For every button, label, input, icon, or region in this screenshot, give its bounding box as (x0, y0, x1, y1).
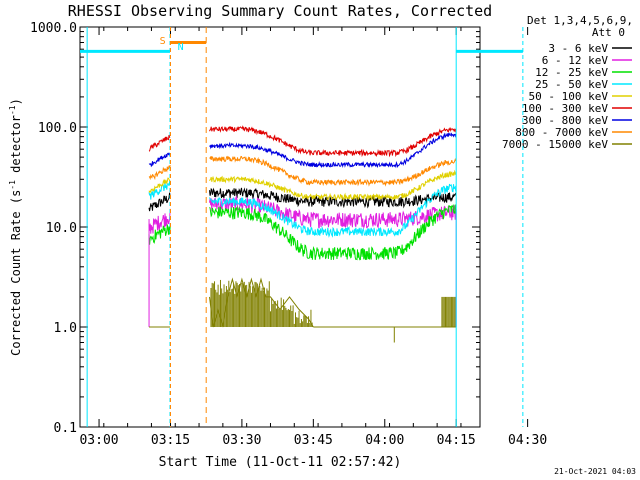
y-tick-label: 10.0 (46, 221, 77, 236)
series-line (209, 155, 457, 187)
x-axis-label: Start Time (11-Oct-11 02:57:42) (159, 455, 402, 470)
series-line-7000-15000 (393, 326, 457, 343)
y-tick-label: 100.0 (38, 121, 77, 136)
series-line (148, 180, 171, 200)
y-axis-label-sup: -1 (8, 180, 17, 190)
legend-label: 3 - 6 keV (548, 42, 608, 55)
x-tick-label: 04:15 (437, 433, 476, 448)
series-line (209, 183, 457, 238)
night-label: N (178, 42, 184, 53)
x-tick-label: 03:00 (79, 433, 118, 448)
y-axis-label-mid: detector (9, 115, 23, 180)
series-line (209, 132, 457, 169)
y-axis-label: Corrected Count Rate (s-1 detector-1) (8, 98, 23, 356)
chart-title: RHESSI Observing Summary Count Rates, Co… (68, 2, 492, 20)
y-axis-label-end: ) (9, 98, 23, 105)
legend-header-2: Att 0 (592, 26, 625, 39)
y-axis-label-sup2: -1 (8, 105, 17, 115)
series-line (148, 134, 171, 152)
legend-label: 6 - 12 keV (542, 54, 609, 67)
series-line (148, 192, 171, 212)
x-tick-label: 03:45 (294, 433, 333, 448)
legend-label: 7000 - 15000 keV (502, 138, 608, 151)
x-tick-label: 03:30 (222, 433, 261, 448)
x-tick-label: 03:15 (151, 433, 190, 448)
legend-label: 50 - 100 keV (529, 90, 609, 103)
x-tick-label: 04:00 (365, 433, 404, 448)
series-line (148, 224, 171, 245)
y-axis: 0.1 1.0 10.0 100.0 1000.0 (30, 21, 480, 436)
y-tick-label: 0.1 (54, 421, 77, 436)
legend-header-1: Det 1,3,4,5,6,9, (527, 14, 633, 27)
plot-frame (79, 26, 481, 428)
legend-label: 12 - 25 keV (535, 66, 608, 79)
saa-label: S (160, 36, 166, 47)
footer-date: 21-Oct-2021 04:03 (554, 467, 636, 476)
legend-label: 300 - 800 keV (522, 114, 608, 127)
series-line (209, 125, 457, 158)
series-line (148, 177, 171, 194)
legend-label: 100 - 300 keV (522, 102, 608, 115)
x-tick-label: 04:30 (508, 433, 547, 448)
legend-label: 25 - 50 keV (535, 78, 608, 91)
plot-area: SN (80, 27, 524, 427)
series-line (148, 165, 171, 181)
y-tick-label: 1000.0 (30, 21, 77, 36)
y-axis-label-main: Corrected Count Rate (s (9, 190, 23, 356)
series-line (209, 169, 457, 202)
legend-label: 800 - 7000 keV (515, 126, 608, 139)
series-line (148, 152, 171, 168)
series-line (209, 203, 457, 261)
series-line (148, 208, 171, 234)
y-tick-label: 1.0 (54, 321, 77, 336)
x-axis: 03:00 03:15 03:30 03:45 04:00 04:15 04:30 (79, 27, 547, 448)
